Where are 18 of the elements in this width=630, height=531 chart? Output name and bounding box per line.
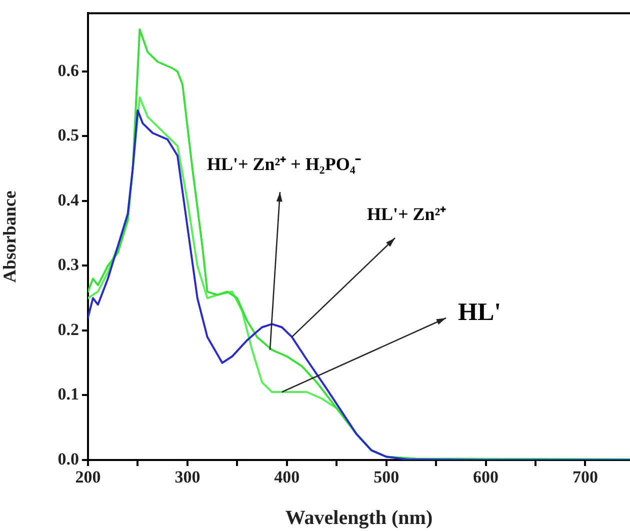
x-axis-title: Wavelength (nm) (285, 507, 433, 530)
y-tick-label: 0.2 (58, 320, 79, 339)
x-tick-label: 700 (572, 468, 598, 487)
y-tick-label: 0.3 (58, 255, 79, 274)
x-tick-label: 600 (473, 468, 499, 487)
y-tick-label: 0.1 (58, 384, 79, 404)
y-tick-label: 0.0 (58, 449, 79, 468)
annotation: HL' (458, 299, 502, 326)
x-tick-label: 500 (374, 468, 400, 487)
x-tick-label: 300 (174, 468, 200, 487)
y-tick-label: 0.4 (58, 190, 80, 210)
x-tick-label: 200 (75, 468, 101, 487)
annotation: HL'+ Zn²⁺ + H₂PO₄⁻ (207, 154, 362, 174)
y-axis-title: Absorbance (0, 190, 20, 283)
x-tick-label: 400 (274, 468, 300, 487)
annotation: HL'+ Zn²⁺ (367, 204, 446, 224)
y-tick-label: 0.6 (58, 60, 79, 80)
y-tick-label: 0.5 (58, 126, 79, 145)
